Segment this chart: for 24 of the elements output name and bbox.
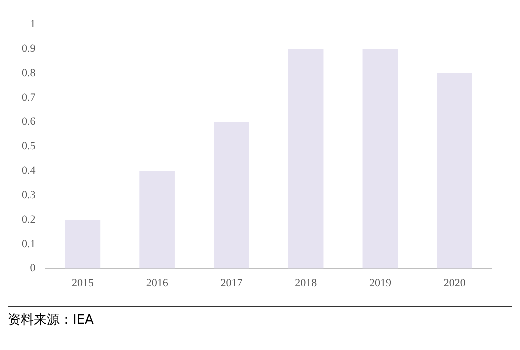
y-tick-label: 0.5 (22, 140, 36, 153)
x-tick-label: 2017 (220, 277, 244, 290)
y-tick-label: 0.9 (22, 42, 36, 55)
text: 资料来源：IEA (8, 312, 95, 329)
y-tick-label: 0.7 (22, 92, 36, 104)
y-tick-label: 0.2 (22, 214, 36, 226)
bar (140, 171, 175, 269)
y-tick-label: 0 (30, 262, 36, 275)
x-tick-label: 2018 (295, 277, 318, 290)
x-tick-label: 2016 (146, 277, 169, 290)
y-tick-label: 0.3 (22, 189, 36, 202)
bar (214, 122, 250, 269)
bar (362, 49, 398, 269)
y-tick-label: 1 (30, 18, 36, 30)
x-tick-label: 2015 (72, 277, 94, 290)
x-tick-label: 2020 (444, 277, 466, 290)
y-tick-label: 0.4 (22, 165, 36, 178)
bar (288, 49, 324, 269)
bar (437, 73, 472, 269)
y-tick-label: 0.1 (22, 238, 36, 250)
x-tick-label: 2019 (369, 277, 392, 290)
y-tick-label: 0.6 (22, 116, 36, 128)
bar (65, 220, 101, 269)
y-tick-label: 0.8 (22, 67, 36, 80)
